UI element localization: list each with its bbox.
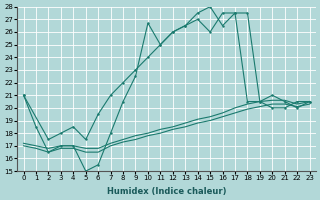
X-axis label: Humidex (Indice chaleur): Humidex (Indice chaleur) bbox=[107, 187, 226, 196]
